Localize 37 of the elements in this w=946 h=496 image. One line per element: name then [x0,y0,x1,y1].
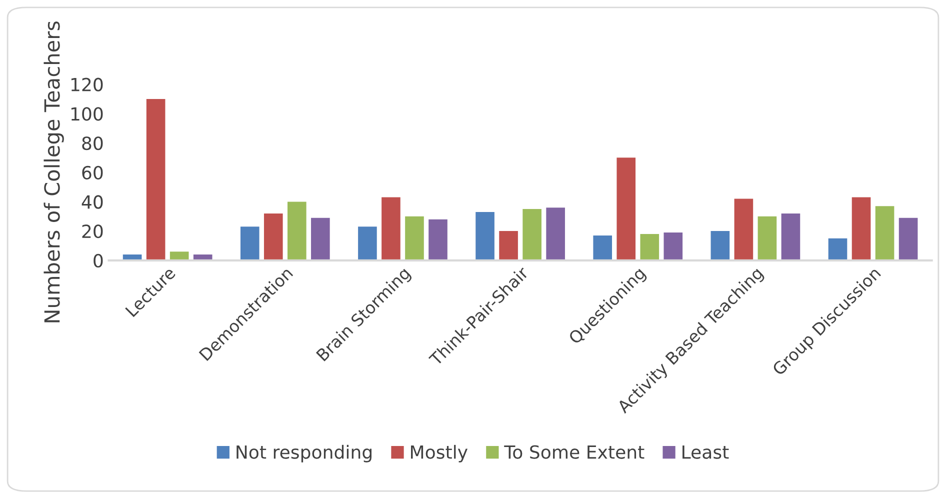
legend-label: Least [682,445,729,459]
bar [382,197,400,260]
bar [593,235,612,260]
bar [476,212,494,260]
bar [358,226,377,260]
bar [288,202,306,260]
y-tick-label: 40 [82,195,103,209]
bar [734,198,754,260]
bar [146,98,166,260]
bar [616,158,636,260]
bar [640,234,660,260]
y-tick-label: 20 [82,224,103,238]
y-tick-label: 100 [71,107,103,121]
y-tick-label: 0 [94,254,103,268]
legend-label: Not responding [236,444,372,462]
bar [852,197,871,260]
bar [405,216,424,260]
bar [898,218,918,260]
bar [664,232,683,260]
bar [264,213,283,260]
bar [428,219,448,260]
legend-label: Mostly [411,444,468,462]
y-tick-label: 80 [82,136,103,150]
bar [875,206,894,260]
bar [828,238,848,260]
y-tick-label: 60 [82,166,103,180]
bar [311,218,330,260]
bar [240,226,260,260]
bar [710,231,730,260]
bar [522,209,542,260]
legend-label: To Some Extent [504,445,644,459]
bar [499,231,518,260]
bar [781,213,800,260]
y-axis-title: Numbers of College Teachers [44,21,64,322]
bar [758,216,777,260]
y-tick-label: 120 [71,78,103,92]
bar [546,208,565,260]
